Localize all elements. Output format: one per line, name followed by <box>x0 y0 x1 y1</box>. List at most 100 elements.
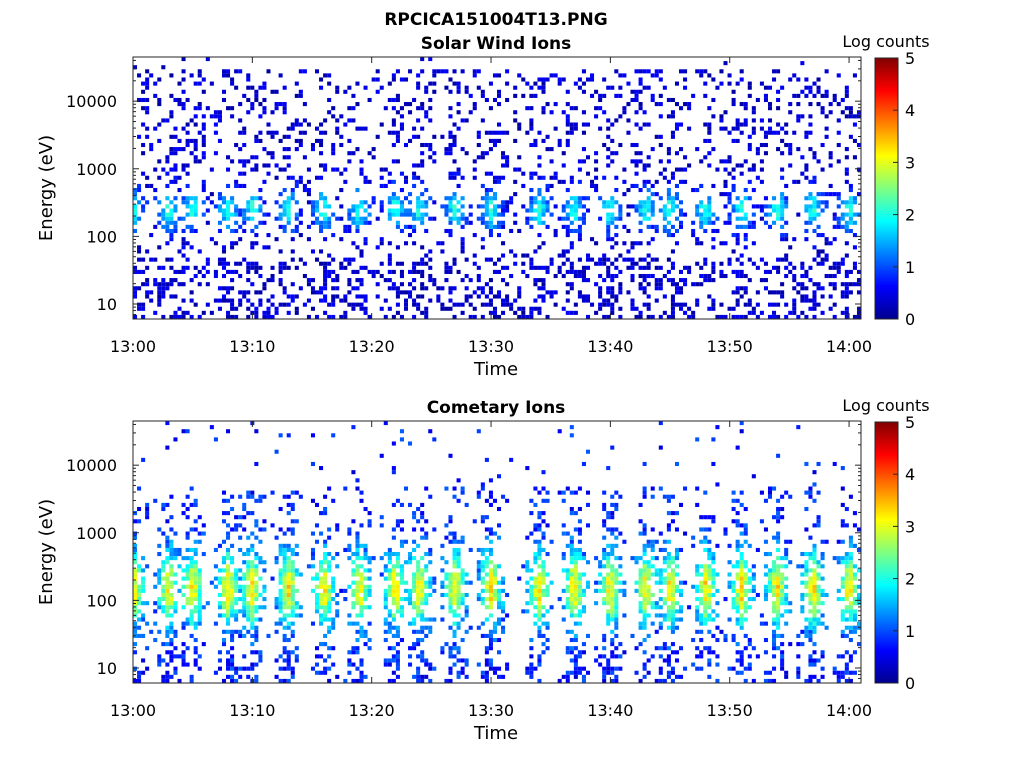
spectrogram-cell <box>642 547 647 552</box>
spectrogram-cell <box>581 122 586 127</box>
spectrogram-cell <box>488 81 493 86</box>
spectrogram-cell <box>634 151 639 156</box>
spectrogram-cell <box>230 245 235 250</box>
spectrogram-cell <box>391 613 396 618</box>
spectrogram-cell <box>412 269 417 274</box>
spectrogram-cell <box>403 179 409 184</box>
spectrogram-cell <box>832 192 837 197</box>
spectrogram-cell <box>197 531 202 536</box>
spectrogram-cell <box>448 196 453 201</box>
spectrogram-cell <box>650 204 655 209</box>
spectrogram-cell <box>363 220 368 225</box>
spectrogram-cell <box>513 138 518 143</box>
spectrogram-cell <box>355 621 360 626</box>
spectrogram-cell <box>731 89 736 94</box>
spectrogram-cell <box>573 196 578 201</box>
x-axis-label: Time <box>473 359 518 380</box>
spectrogram-cell <box>715 314 720 319</box>
spectrogram-cell <box>424 306 429 311</box>
spectrogram-cell <box>610 204 615 209</box>
spectrogram-cell <box>323 294 328 299</box>
spectrogram-cell <box>254 97 259 103</box>
spectrogram-cell <box>569 212 574 217</box>
spectrogram-cell <box>642 204 647 209</box>
spectrogram-cell <box>784 253 789 258</box>
spectrogram-cell <box>428 57 433 62</box>
spectrogram-cell <box>577 233 582 238</box>
spectrogram-cell <box>569 220 574 225</box>
spectrogram-cell <box>565 200 570 205</box>
spectrogram-cell <box>614 678 619 683</box>
spectrogram-cell <box>403 588 409 593</box>
spectrogram-cell <box>646 543 651 548</box>
spectrogram-cell <box>331 433 336 438</box>
spectrogram-cell <box>246 269 251 274</box>
spectrogram-cell <box>169 654 174 659</box>
spectrogram-cell <box>355 126 360 131</box>
spectrogram-cell <box>533 278 538 283</box>
spectrogram-cell <box>189 224 194 229</box>
spectrogram-cell <box>424 633 429 638</box>
spectrogram-cell <box>679 302 684 307</box>
spectrogram-cell <box>408 138 413 143</box>
spectrogram-cell <box>480 580 485 585</box>
spectrogram-cell <box>193 138 198 143</box>
spectrogram-cell <box>278 678 283 683</box>
spectrogram-cell <box>780 216 785 221</box>
spectrogram-cell <box>403 175 409 180</box>
spectrogram-cell <box>217 110 222 115</box>
spectrogram-cell <box>403 597 409 602</box>
spectrogram-cell <box>395 658 400 663</box>
spectrogram-cell <box>359 159 364 164</box>
spectrogram-cell <box>590 237 595 242</box>
spectrogram-cell <box>274 175 279 180</box>
spectrogram-cell <box>258 617 263 622</box>
spectrogram-cell <box>598 572 603 577</box>
spectrogram-cell <box>638 89 643 94</box>
spectrogram-cell <box>290 613 295 618</box>
spectrogram-cell <box>399 126 404 131</box>
spectrogram-cell <box>286 212 291 217</box>
spectrogram-cell <box>302 118 307 123</box>
spectrogram-cell <box>836 265 841 270</box>
spectrogram-cell <box>133 294 138 299</box>
spectrogram-cell <box>141 257 146 262</box>
spectrogram-cell <box>395 220 400 225</box>
spectrogram-cell <box>488 494 493 499</box>
spectrogram-cell <box>323 613 328 618</box>
spectrogram-cell <box>497 535 502 540</box>
spectrogram-cell <box>484 646 489 651</box>
spectrogram-cell <box>767 102 773 107</box>
spectrogram-cell <box>569 130 574 135</box>
spectrogram-cell <box>359 523 364 528</box>
spectrogram-cell <box>428 580 433 585</box>
spectrogram-cell <box>290 552 295 557</box>
spectrogram-cell <box>355 486 360 491</box>
spectrogram-cell <box>577 556 582 561</box>
spectrogram-cell <box>654 601 659 606</box>
spectrogram-cell <box>161 278 166 283</box>
spectrogram-cell <box>246 552 251 557</box>
spectrogram-cell <box>468 212 473 217</box>
spectrogram-cell <box>557 269 562 274</box>
spectrogram-cell <box>699 666 704 671</box>
spectrogram-cell <box>230 278 235 283</box>
spectrogram-cell <box>610 576 615 581</box>
spectrogram-cell <box>492 130 497 135</box>
spectrogram-cell <box>480 482 485 487</box>
spectrogram-cell <box>294 601 299 606</box>
spectrogram-cell <box>565 605 570 610</box>
spectrogram-cell <box>444 592 449 598</box>
spectrogram-cell <box>250 617 255 622</box>
spectrogram-cell <box>662 597 667 602</box>
spectrogram-cell <box>234 142 239 148</box>
spectrogram-cell <box>331 151 336 156</box>
spectrogram-cell <box>181 502 186 507</box>
spectrogram-cell <box>391 568 396 573</box>
spectrogram-cell <box>424 658 429 663</box>
spectrogram-cell <box>238 171 243 176</box>
spectrogram-cell <box>646 539 651 544</box>
spectrogram-cell <box>193 564 198 569</box>
spectrogram-cell <box>137 588 142 593</box>
spectrogram-cell <box>230 228 235 234</box>
